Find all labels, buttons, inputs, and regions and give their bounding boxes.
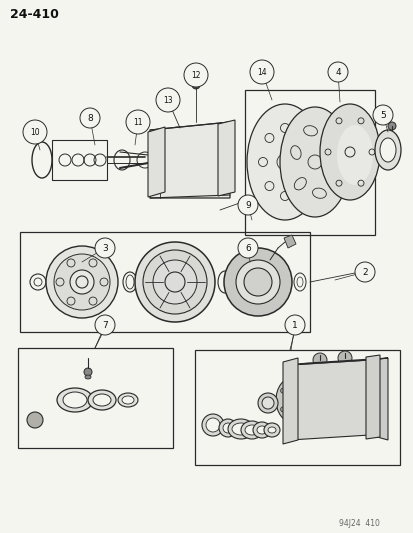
Ellipse shape (275, 378, 307, 422)
Ellipse shape (93, 394, 111, 406)
Ellipse shape (240, 421, 262, 439)
Ellipse shape (206, 418, 219, 432)
Text: 2: 2 (361, 268, 367, 277)
Ellipse shape (202, 414, 223, 436)
Ellipse shape (252, 422, 271, 438)
Ellipse shape (231, 423, 249, 435)
Ellipse shape (319, 104, 379, 200)
Bar (18, 348, 173, 448)
Text: 7: 7 (102, 320, 108, 329)
Circle shape (23, 120, 47, 144)
Ellipse shape (247, 104, 322, 220)
Ellipse shape (27, 412, 43, 428)
Polygon shape (369, 358, 387, 440)
Polygon shape (283, 235, 295, 248)
Ellipse shape (263, 423, 279, 437)
Text: 13: 13 (163, 95, 172, 104)
Polygon shape (365, 355, 379, 439)
Ellipse shape (337, 351, 351, 365)
Ellipse shape (387, 122, 395, 130)
Ellipse shape (292, 413, 297, 418)
Ellipse shape (218, 419, 236, 437)
Text: 6: 6 (244, 244, 250, 253)
Text: 8: 8 (87, 114, 93, 123)
Bar (52, 140, 107, 180)
Ellipse shape (228, 419, 254, 439)
Bar (195, 350, 399, 465)
Ellipse shape (162, 127, 187, 163)
Ellipse shape (192, 81, 199, 89)
Ellipse shape (153, 260, 197, 304)
Circle shape (249, 60, 273, 84)
Circle shape (372, 105, 392, 125)
Bar (244, 90, 374, 235)
Ellipse shape (223, 423, 233, 433)
Ellipse shape (280, 388, 285, 393)
Ellipse shape (169, 101, 175, 107)
Polygon shape (218, 120, 235, 196)
Ellipse shape (57, 388, 93, 412)
Ellipse shape (88, 390, 116, 410)
Text: 5: 5 (379, 110, 385, 119)
Text: 24-410: 24-410 (10, 7, 59, 20)
Text: 10: 10 (30, 127, 40, 136)
Ellipse shape (244, 425, 259, 435)
Text: 4: 4 (335, 68, 340, 77)
Ellipse shape (267, 427, 275, 433)
Circle shape (237, 238, 257, 258)
Ellipse shape (261, 397, 273, 409)
Ellipse shape (84, 368, 92, 376)
Ellipse shape (122, 396, 134, 404)
Circle shape (156, 88, 180, 112)
Ellipse shape (292, 382, 297, 387)
Text: 9: 9 (244, 200, 250, 209)
Polygon shape (289, 360, 369, 440)
Ellipse shape (312, 353, 326, 367)
Text: 14: 14 (256, 68, 266, 77)
Polygon shape (282, 358, 297, 444)
Ellipse shape (243, 268, 271, 296)
Circle shape (80, 108, 100, 128)
Ellipse shape (46, 246, 118, 318)
Ellipse shape (336, 125, 372, 185)
Ellipse shape (223, 248, 291, 316)
Circle shape (126, 110, 150, 134)
Ellipse shape (300, 398, 305, 402)
Ellipse shape (135, 242, 214, 322)
Bar (20, 232, 309, 332)
Ellipse shape (280, 407, 285, 412)
Text: 94J24  410: 94J24 410 (338, 519, 379, 528)
Ellipse shape (54, 254, 110, 310)
Text: 11: 11 (133, 117, 142, 126)
Text: 1: 1 (292, 320, 297, 329)
Circle shape (327, 62, 347, 82)
Polygon shape (289, 358, 387, 365)
Ellipse shape (85, 375, 91, 379)
Ellipse shape (235, 260, 279, 304)
Ellipse shape (142, 250, 206, 314)
Ellipse shape (256, 426, 266, 434)
Ellipse shape (257, 393, 277, 413)
Polygon shape (147, 127, 165, 197)
Ellipse shape (379, 138, 395, 162)
Polygon shape (150, 122, 230, 198)
Ellipse shape (279, 107, 349, 217)
Circle shape (95, 238, 115, 258)
Text: 12: 12 (191, 70, 200, 79)
Ellipse shape (63, 392, 87, 408)
Circle shape (95, 315, 115, 335)
Circle shape (183, 63, 207, 87)
Ellipse shape (70, 270, 94, 294)
Ellipse shape (118, 393, 138, 407)
Text: 3: 3 (102, 244, 108, 253)
Circle shape (284, 315, 304, 335)
Circle shape (354, 262, 374, 282)
Ellipse shape (374, 130, 400, 170)
Circle shape (237, 195, 257, 215)
